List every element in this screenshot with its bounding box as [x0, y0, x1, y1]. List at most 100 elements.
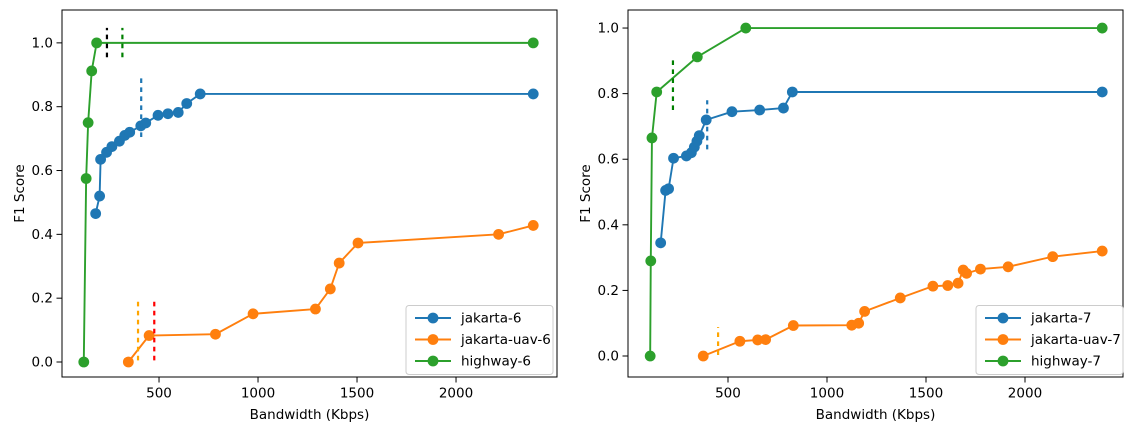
data-point	[527, 88, 539, 100]
data-point	[91, 37, 103, 49]
x-tick-label: 1000	[241, 386, 275, 402]
y-axis-label-right: F1 Score	[578, 164, 594, 222]
data-point	[787, 320, 799, 331]
legend-label: highway-7	[1031, 354, 1101, 370]
series-highway-7	[644, 22, 1108, 362]
data-point	[247, 308, 259, 320]
data-point	[1096, 245, 1108, 257]
data-point	[80, 173, 92, 184]
legend-box	[975, 305, 1124, 375]
legend-label: jakarta-uav-7	[1030, 332, 1121, 348]
legend-item-jakarta-6: jakarta-6	[415, 311, 521, 327]
legend-label: jakarta-6	[460, 311, 521, 327]
x-tick-label: 1500	[340, 386, 374, 402]
x-tick-label: 1000	[810, 386, 844, 402]
data-point	[726, 106, 738, 118]
data-point	[124, 126, 136, 138]
data-point	[82, 117, 94, 129]
x-tick-label: 1500	[909, 386, 943, 402]
data-point	[760, 334, 772, 346]
data-point	[324, 283, 336, 295]
y-tick-label: 0.0	[32, 355, 53, 371]
data-point	[734, 335, 746, 347]
x-tick-label: 500	[146, 386, 172, 402]
data-point	[1096, 86, 1108, 98]
y-tick-label: 0.0	[598, 349, 619, 365]
data-point	[1096, 22, 1108, 34]
y-tick-label: 0.6	[598, 152, 619, 168]
legend-left: jakarta-6 jakarta-uav-6 highway-6	[405, 305, 554, 375]
data-point	[152, 109, 164, 121]
data-point	[894, 292, 906, 304]
x-tick-label: 500	[715, 386, 741, 402]
data-point	[927, 280, 939, 292]
y-tick-label: 0.4	[32, 227, 53, 243]
data-point	[310, 303, 321, 315]
y-tick-label: 0.6	[32, 163, 53, 179]
legend-right: jakarta-7 jakarta-uav-7 highway-7	[975, 305, 1124, 375]
legend-marker-icon	[997, 312, 1009, 324]
data-point	[786, 86, 798, 98]
data-point	[952, 277, 964, 289]
data-point	[78, 356, 90, 368]
y-tick-label: 0.8	[32, 99, 53, 115]
data-point	[942, 280, 954, 291]
legend-marker-icon	[997, 355, 1009, 367]
data-point	[140, 117, 152, 129]
legend-item-jakarta-7: jakarta-7	[985, 311, 1091, 327]
data-point	[210, 328, 221, 340]
legend-label: jakarta-7	[1030, 311, 1091, 327]
y-tick-label: 0.2	[598, 283, 619, 299]
y-tick-label: 1.0	[32, 35, 53, 51]
data-point	[172, 107, 184, 118]
y-axis-label-left: F1 Score	[12, 164, 28, 222]
y-tick-label: 1.0	[598, 21, 619, 37]
legend-marker-icon	[427, 312, 439, 324]
data-point	[752, 334, 764, 346]
data-point	[527, 37, 539, 49]
data-point	[646, 132, 658, 144]
data-point	[697, 350, 709, 362]
x-axis-label-right: Bandwidth (Kbps)	[816, 407, 936, 423]
data-point	[493, 228, 504, 240]
data-point	[194, 88, 206, 100]
data-point	[754, 104, 766, 116]
data-point	[181, 98, 193, 109]
data-point	[663, 183, 674, 195]
x-tick-label: 2000	[439, 386, 473, 402]
data-point	[1047, 251, 1059, 263]
data-point	[740, 22, 752, 34]
data-point	[527, 220, 539, 231]
data-point	[668, 152, 679, 164]
legend-marker-icon	[997, 334, 1009, 345]
legend-marker-icon	[427, 334, 439, 345]
series-jakarta-uav-6	[122, 220, 539, 368]
legend-item-highway-7: highway-7	[985, 354, 1101, 370]
panel-right: 500 1000 1500 2000 0.0 0.2 0.4 0.6 0.8 1.0 Bandwid…	[578, 9, 1124, 423]
data-point	[644, 350, 656, 362]
legend-label: highway-6	[461, 354, 531, 370]
data-point	[975, 263, 986, 275]
x-axis-label-left: Bandwidth (Kbps)	[250, 407, 370, 423]
data-point	[853, 317, 865, 329]
data-point	[691, 51, 703, 63]
y-tick-label: 0.8	[598, 86, 619, 102]
data-point	[333, 257, 345, 269]
legend-box	[405, 305, 554, 375]
data-point	[86, 65, 98, 77]
x-tick-label: 2000	[1008, 386, 1042, 402]
data-point	[778, 102, 789, 114]
data-point	[645, 255, 657, 267]
panel-left: 500 1000 1500 2000 0.0 0.2 0.4 0.6 0.8 1.0 Bandwid…	[12, 9, 558, 423]
legend-item-highway-6: highway-6	[415, 354, 531, 370]
legend-item-jakarta-uav-6: jakarta-uav-6	[415, 332, 551, 348]
data-point	[651, 86, 663, 98]
legend-label: jakarta-uav-6	[460, 332, 551, 348]
series-line	[82, 41, 534, 363]
series-highway-6	[78, 37, 539, 368]
data-point	[162, 108, 174, 120]
legend-item-jakarta-uav-7: jakarta-uav-7	[985, 332, 1121, 348]
y-tick-label: 0.4	[598, 217, 619, 233]
data-point	[693, 130, 705, 142]
